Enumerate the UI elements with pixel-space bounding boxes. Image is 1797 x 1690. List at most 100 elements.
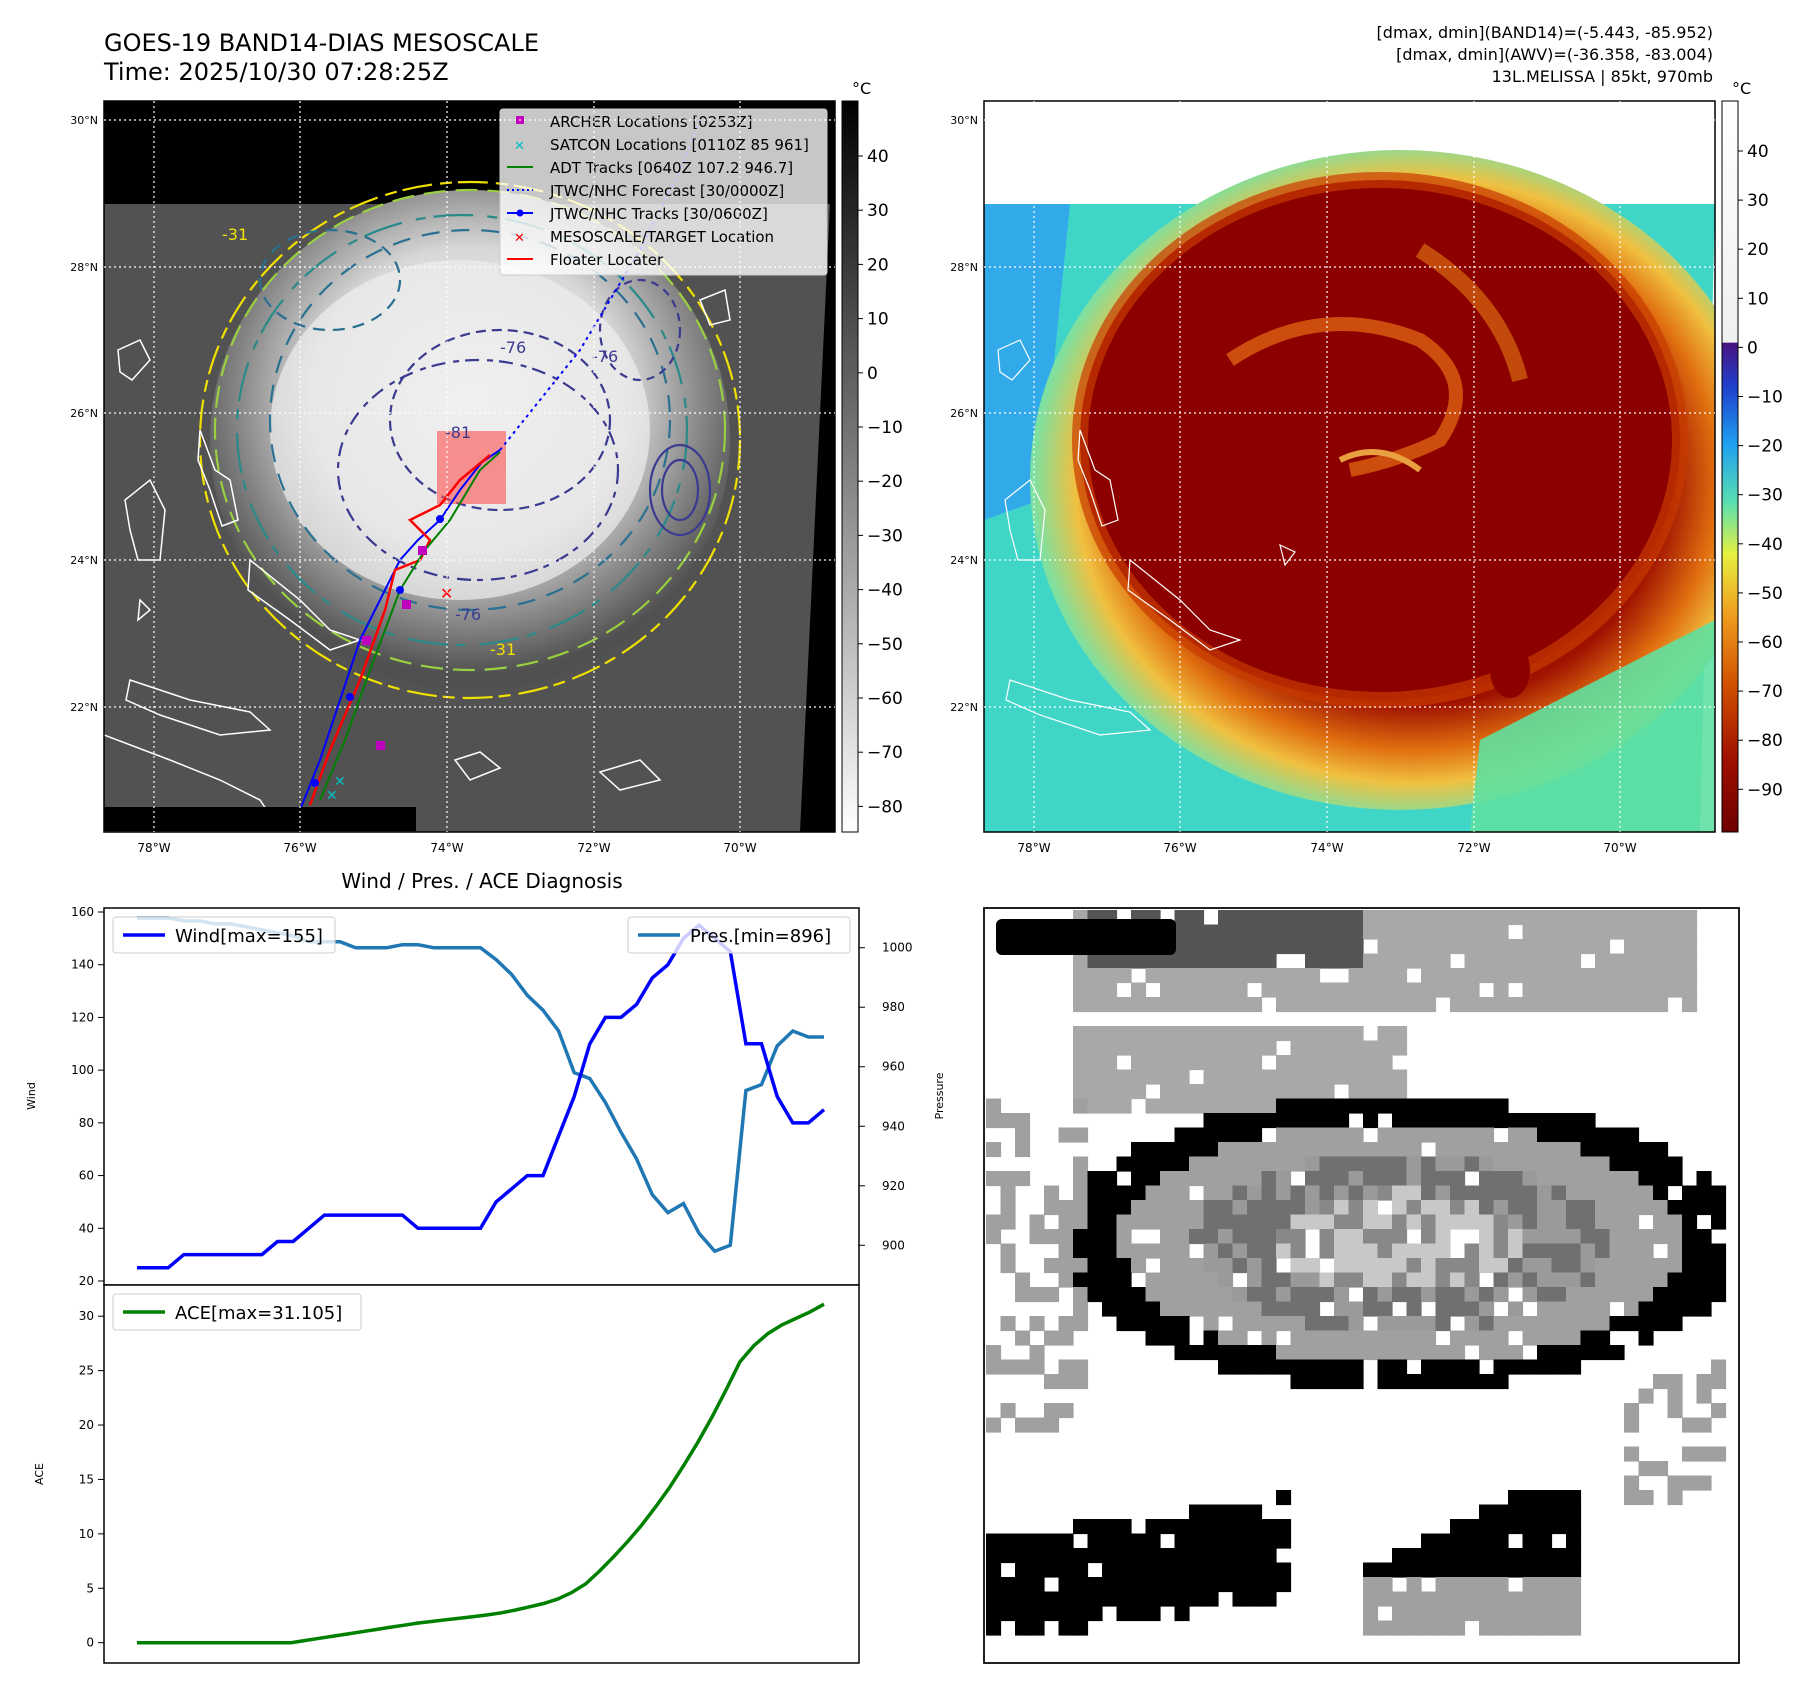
- colorbar-tick-label: 40: [867, 147, 889, 167]
- ace-axis-label: ACE: [33, 1463, 46, 1485]
- colorbar-tick-label: −10: [867, 418, 903, 438]
- colorbar-tick-label: −50: [867, 635, 903, 655]
- lat-label: 26°N: [950, 407, 978, 420]
- y-tick-label: 30: [79, 1309, 94, 1323]
- svg-text:✕: ✕: [334, 774, 346, 790]
- colorbar-tick-label: −40: [867, 581, 903, 601]
- legend-label: ADT Tracks [0640Z 107.2 946.7]: [550, 159, 793, 177]
- svg-text:✕: ✕: [326, 788, 338, 804]
- y-tick-label: 60: [79, 1169, 94, 1183]
- pressure-legend: Pres.[min=896]: [627, 916, 851, 954]
- colorbar-tick-label: 0: [1747, 338, 1758, 358]
- colorbar-tick-label: −70: [867, 743, 903, 763]
- colorbar-tick-label: 20: [867, 255, 889, 275]
- colorbar-ticks: 40 30 20 10 0 −10 −20 −30 −40 −50 −60 −70 −80: [858, 147, 903, 817]
- colorbar-gray: [841, 100, 859, 833]
- lat-label: 28°N: [950, 261, 978, 274]
- colorbar-tick-label: 0: [867, 364, 878, 384]
- colorbar-tick-label: 10: [867, 310, 889, 330]
- y-tick-label: 140: [71, 958, 94, 972]
- colorbar-unit: °C: [852, 79, 871, 98]
- map-legend: ✕ ✕ ARCHER Locations [0253Z] SATCON Loca…: [499, 108, 828, 276]
- y-tick-label: 20: [79, 1274, 94, 1288]
- lon-label: 78°W: [137, 841, 170, 855]
- colorbar-tick-label: −90: [1747, 780, 1783, 800]
- y-tick-label: 120: [71, 1010, 94, 1024]
- legend-label: ARCHER Locations [0253Z]: [550, 113, 753, 131]
- lon-label: 74°W: [430, 841, 463, 855]
- lon-label: 76°W: [1163, 841, 1196, 855]
- colorbar-unit: °C: [1732, 79, 1751, 98]
- lon-label: 72°W: [1457, 841, 1490, 855]
- y-tick-label: 20: [79, 1418, 94, 1432]
- legend-marker: [516, 209, 524, 217]
- wind-ticks: 160 140 120 100 80 60 40 20: [71, 905, 104, 1288]
- lon-label: 78°W: [1017, 841, 1050, 855]
- colorbar-tick-label: −50: [1747, 584, 1783, 604]
- colorbar-tick-label: −30: [1747, 486, 1783, 506]
- y2-tick-label: 940: [882, 1119, 905, 1133]
- legend-label: SATCON Locations [0110Z 85 961]: [550, 136, 809, 154]
- lon-label: 70°W: [1603, 841, 1636, 855]
- colorbar-tick-label: −70: [1747, 682, 1783, 702]
- lat-label: 30°N: [70, 114, 98, 127]
- wind-legend: Wind[max=155]: [112, 916, 336, 954]
- pressure-legend-label: Pres.[min=896]: [690, 926, 831, 947]
- y2-tick-label: 960: [882, 1060, 905, 1074]
- lat-label: 22°N: [950, 701, 978, 714]
- ir-contour-labels: -76 -81 -76 -31 -31 -76: [222, 225, 618, 659]
- lat-label: 24°N: [950, 554, 978, 567]
- colorbar-tick-label: 10: [1747, 289, 1769, 309]
- contour-label: -76: [592, 347, 618, 366]
- y2-tick-label: 920: [882, 1179, 905, 1193]
- contour-label: -76: [455, 605, 481, 624]
- diagnosis-title: Wind / Pres. / ACE Diagnosis: [341, 869, 622, 893]
- wind-axis-label: Wind: [25, 1082, 38, 1110]
- y-tick-label: 100: [71, 1063, 94, 1077]
- y-tick-label: 0: [86, 1636, 94, 1650]
- lat-label: 24°N: [70, 554, 98, 567]
- colorbar-tick-label: −40: [1747, 535, 1783, 555]
- y2-tick-label: 980: [882, 1000, 905, 1014]
- figure-title: GOES-19 BAND14-DIAS MESOSCALE: [104, 29, 539, 57]
- colorbar-tick-label: 20: [1747, 240, 1769, 260]
- colorbar-tick-label: −20: [867, 472, 903, 492]
- ace-legend-label: ACE[max=31.105]: [175, 1303, 342, 1324]
- wmg-field: [986, 910, 1727, 1636]
- stats-band14: [dmax, dmin](BAND14)=(-5.443, -85.952): [1377, 23, 1713, 42]
- colorbar-tick-label: −10: [1747, 388, 1783, 408]
- ace-ticks: 30 25 20 15 10 5 0: [79, 1309, 104, 1650]
- y-tick-label: 10: [79, 1527, 94, 1541]
- lon-label: 72°W: [577, 841, 610, 855]
- y-tick-label: 80: [79, 1116, 94, 1130]
- map-gridlines: 30°N 28°N 26°N 24°N 22°N 78°W 76°W 74°W 72°W 70°W…: [70, 101, 1715, 855]
- colorbar-tick-label: −80: [1747, 731, 1783, 751]
- stats-awv: [dmax, dmin](AWV)=(-36.358, -83.004): [1396, 45, 1713, 64]
- contour-label: -81: [445, 423, 471, 442]
- ace-series-line: [137, 1302, 825, 1645]
- y2-tick-label: 900: [882, 1238, 905, 1252]
- lat-label: 26°N: [70, 407, 98, 420]
- y-tick-label: 5: [86, 1581, 94, 1595]
- y2-tick-label: 1000: [882, 941, 913, 955]
- lon-label: 70°W: [723, 841, 756, 855]
- ace-axes: [103, 1284, 860, 1664]
- contour-label: -31: [490, 640, 516, 659]
- lat-label: 30°N: [950, 114, 978, 127]
- copyright-box: [104, 807, 416, 831]
- colorbar-tick-label: −60: [1747, 633, 1783, 653]
- awv-map: [984, 101, 1715, 832]
- colorbar-tick-label: −80: [867, 797, 903, 817]
- colorbar-tick-label: −30: [867, 526, 903, 546]
- colorbar-tick-label: −60: [867, 689, 903, 709]
- lon-label: 74°W: [1310, 841, 1343, 855]
- legend-marker: ✕: [514, 231, 525, 246]
- svg-text:✕: ✕: [440, 584, 453, 603]
- legend-label: JTWC/NHC Forecast [30/0000Z]: [549, 182, 784, 200]
- colorbar-tick-label: −20: [1747, 437, 1783, 457]
- y-tick-label: 25: [79, 1364, 94, 1378]
- wmg-count: WMG Count: 0: [1004, 927, 1157, 949]
- contour-label: -76: [500, 338, 526, 357]
- lon-label: 76°W: [283, 841, 316, 855]
